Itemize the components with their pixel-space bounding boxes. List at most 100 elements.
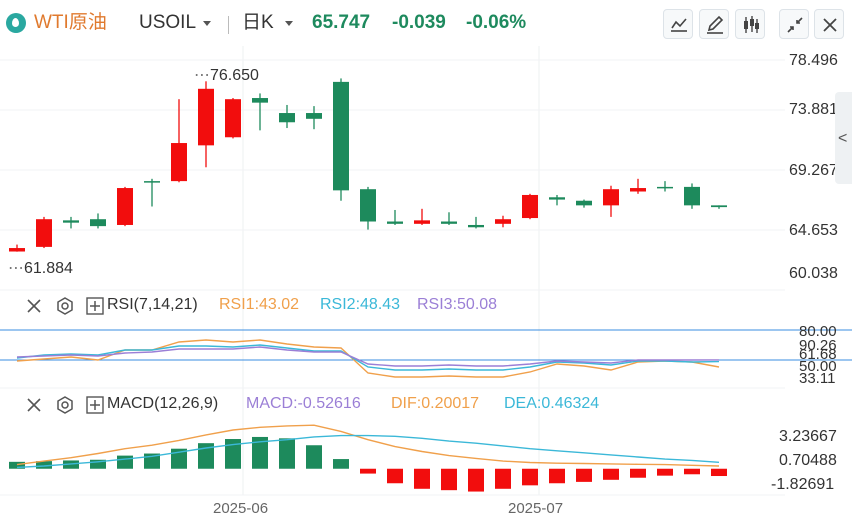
macd-histogram-bar (387, 468, 403, 484)
rsi-header: RSI(7,14,21) RSI1:43.02 RSI2:48.43 RSI3:… (0, 294, 852, 318)
macd-histogram-bar (414, 468, 430, 489)
candle-body (198, 88, 214, 146)
chart-header: WTI原油 USOIL 日K 65.747 -0.039 -0.06% (0, 0, 852, 46)
price-axis-label: 78.496 (789, 52, 838, 69)
line-chart-icon (671, 18, 687, 32)
rsi-axis-label: 80.00 (799, 323, 837, 340)
close-indicator-icon[interactable] (24, 296, 46, 316)
chart-type-button[interactable] (735, 9, 765, 39)
candle-body (549, 197, 565, 200)
candle-body (171, 143, 187, 182)
close-indicator-icon[interactable] (24, 395, 46, 415)
low-marker-label: ⋯61.884 (8, 260, 73, 277)
price-axis-label: 69.267 (789, 162, 838, 179)
rsi-pane (0, 329, 852, 378)
collapse-button[interactable] (779, 9, 809, 39)
candle-body (9, 248, 25, 252)
instrument-name[interactable]: WTI原油 (34, 12, 107, 33)
candle-body (630, 188, 646, 192)
high-marker-label: ⋯76.650 (194, 67, 259, 84)
period-dropdown-chevron-icon[interactable] (285, 21, 293, 26)
rsi-title: RSI(7,14,21) (107, 296, 198, 313)
candle-body (333, 81, 349, 191)
macd-histogram-bar (9, 461, 25, 469)
candle-body (387, 221, 403, 224)
close-button[interactable] (814, 9, 844, 39)
rsi-axis-label: 61.68 (799, 346, 837, 363)
macd-histogram-bar (306, 445, 322, 469)
period-selector[interactable]: 日K (242, 12, 274, 33)
rsi3-value: RSI3:50.08 (417, 296, 498, 313)
macd-histogram-bar (684, 468, 700, 475)
price-axis-label: 73.881 (789, 101, 838, 118)
candle-body (711, 205, 727, 208)
instrument-symbol[interactable]: USOIL (139, 12, 197, 33)
candle-body (306, 113, 322, 119)
price-change-percent: -0.06% (466, 12, 527, 33)
macd-histogram-bar (495, 468, 511, 489)
add-indicator-icon[interactable] (84, 395, 106, 415)
macd-histogram-bar (576, 468, 592, 482)
symbol-dropdown-chevron-icon[interactable] (203, 21, 211, 26)
rsi-series-line (16, 344, 720, 371)
macd-histogram-bar (225, 439, 241, 469)
x-axis-tick-label: 2025-06 (213, 500, 269, 517)
rsi2-value: RSI2:48.43 (320, 296, 401, 313)
macd-axis-label: 3.23667 (779, 428, 837, 445)
candle-body (414, 220, 430, 224)
last-price: 65.747 (312, 12, 371, 33)
close-icon (823, 18, 837, 32)
candle-body (441, 221, 457, 224)
candle-body (144, 181, 160, 183)
candle-body (684, 186, 700, 206)
candle-body (576, 200, 592, 206)
macd-axis-label: 0.70488 (779, 452, 837, 469)
x-axis-tick-label: 2025-07 (508, 500, 564, 517)
macd-header: MACD(12,26,9) MACD:-0.52616 DIF:0.20017 … (0, 393, 852, 417)
dif-value: DIF:0.20017 (391, 395, 480, 412)
chart-grid (0, 46, 785, 496)
candle-body (225, 99, 241, 138)
candle-body (63, 220, 79, 223)
indicator-settings-icon[interactable] (54, 296, 76, 316)
macd-histogram-bar (333, 459, 349, 469)
macd-histogram-bar (36, 461, 52, 469)
rsi-axis: 80.00 90.26 (799, 323, 837, 353)
macd-series-line (16, 434, 720, 469)
header-divider (228, 16, 229, 34)
macd-histogram-bar (198, 443, 214, 469)
macd-histogram-bar (549, 468, 565, 484)
oil-drop-logo-icon (6, 13, 26, 33)
macd-histogram-bar (117, 455, 133, 469)
rsi-series-line (16, 346, 720, 367)
macd-histogram-bar (711, 468, 727, 477)
macd-histogram-bar (171, 448, 187, 469)
candle-body (360, 189, 376, 222)
macd-histogram-bar (360, 468, 376, 474)
indicator-settings-icon[interactable] (54, 395, 76, 415)
rsi-series-line (16, 339, 720, 378)
price-axis-label: 60.038 (789, 265, 838, 282)
macd-histogram-bar (522, 468, 538, 486)
macd-histogram-bar (252, 436, 268, 469)
candlestick-series (9, 78, 727, 252)
candle-body (522, 194, 538, 219)
price-change: -0.039 (392, 12, 446, 33)
candle-body (657, 186, 673, 189)
macd-axis-label: -1.82691 (771, 476, 835, 493)
candle-body (90, 219, 106, 227)
candle-body (603, 189, 619, 206)
rsi-axis-label: 50.00 (799, 358, 837, 375)
rsi1-value: RSI1:43.02 (219, 296, 300, 313)
macd-histogram-bar (441, 468, 457, 491)
macd-histogram-bar (90, 459, 106, 469)
macd-histogram-bar (657, 468, 673, 476)
candlestick-icon (744, 16, 759, 33)
line-chart-button[interactable] (663, 9, 693, 39)
side-panel-toggle[interactable]: < (835, 92, 852, 184)
draw-tool-button[interactable] (699, 9, 729, 39)
add-indicator-icon[interactable] (84, 296, 106, 316)
macd-pane (9, 424, 727, 492)
macd-histogram-bar (630, 468, 646, 478)
